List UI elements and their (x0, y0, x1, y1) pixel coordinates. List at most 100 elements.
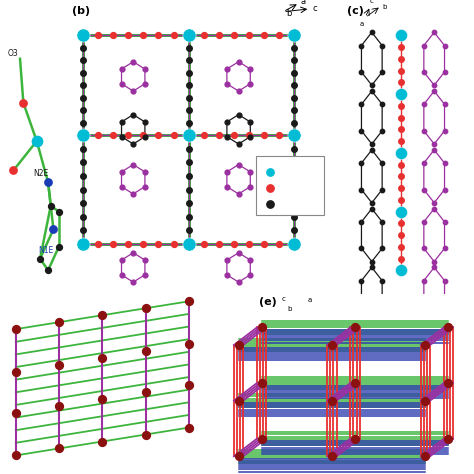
Point (397, 137, 405, 145)
Point (80, 159, 87, 166)
Point (142, 431, 149, 438)
Point (235, 190, 242, 198)
Point (109, 31, 117, 39)
Point (36, 255, 44, 263)
Point (351, 379, 359, 387)
Point (430, 146, 438, 154)
Point (368, 146, 375, 154)
Text: b: b (287, 306, 292, 312)
Point (328, 341, 336, 349)
Point (185, 69, 192, 76)
Point (12, 452, 19, 459)
Point (246, 183, 254, 191)
Point (99, 438, 106, 445)
Point (421, 341, 429, 349)
Point (170, 240, 177, 248)
Point (12, 325, 19, 333)
Point (129, 249, 137, 256)
Point (378, 218, 386, 226)
Point (99, 311, 106, 319)
Point (368, 205, 375, 212)
Point (47, 202, 55, 210)
Point (358, 127, 365, 135)
Point (80, 69, 87, 76)
Point (378, 68, 386, 76)
Point (378, 303, 386, 311)
Point (430, 199, 438, 207)
Point (266, 201, 273, 208)
Point (245, 131, 253, 139)
Point (185, 82, 192, 89)
Point (378, 186, 386, 193)
Point (275, 240, 283, 248)
Point (445, 379, 452, 387)
Point (290, 44, 298, 52)
Point (441, 159, 448, 167)
Point (141, 271, 149, 279)
Point (80, 107, 87, 114)
Point (258, 324, 265, 331)
Point (260, 131, 268, 139)
Point (397, 90, 405, 98)
Point (185, 145, 192, 153)
Point (80, 94, 87, 101)
Point (290, 172, 298, 180)
FancyBboxPatch shape (256, 156, 324, 215)
Point (215, 240, 222, 248)
Point (421, 397, 429, 404)
Point (94, 240, 102, 248)
Point (230, 240, 237, 248)
Point (258, 435, 265, 442)
Point (235, 140, 242, 148)
Point (223, 118, 231, 126)
Point (430, 87, 438, 95)
Point (142, 304, 149, 312)
Point (142, 347, 149, 355)
Point (141, 183, 149, 191)
Point (235, 278, 242, 286)
Point (420, 186, 428, 193)
Point (118, 256, 125, 264)
Point (441, 245, 448, 252)
Point (19, 99, 27, 107)
Point (266, 184, 273, 192)
Point (9, 167, 17, 174)
Point (397, 243, 405, 251)
Point (246, 256, 254, 264)
Point (445, 435, 452, 442)
Point (397, 231, 405, 239)
Point (129, 190, 137, 198)
Point (290, 131, 298, 139)
Point (378, 127, 386, 135)
Point (185, 31, 192, 39)
Point (80, 56, 87, 64)
Point (140, 31, 147, 39)
Point (397, 67, 405, 74)
Point (266, 168, 273, 176)
Point (246, 118, 254, 126)
Point (118, 271, 125, 279)
Point (260, 240, 268, 248)
Point (235, 111, 242, 118)
Point (55, 361, 63, 369)
Point (275, 131, 283, 139)
Point (185, 213, 192, 220)
Point (235, 161, 242, 168)
Point (118, 133, 125, 140)
Point (55, 319, 63, 326)
Text: (c): (c) (346, 6, 364, 16)
Point (235, 341, 242, 349)
Point (445, 324, 452, 331)
Point (430, 28, 438, 36)
Point (185, 172, 192, 180)
Point (441, 100, 448, 108)
Point (185, 424, 192, 431)
Point (223, 183, 231, 191)
Text: a: a (308, 297, 312, 303)
Point (109, 240, 117, 248)
Text: c: c (369, 0, 373, 4)
Point (430, 205, 438, 212)
Text: c: c (313, 4, 318, 13)
Point (129, 278, 137, 286)
Point (80, 119, 87, 127)
